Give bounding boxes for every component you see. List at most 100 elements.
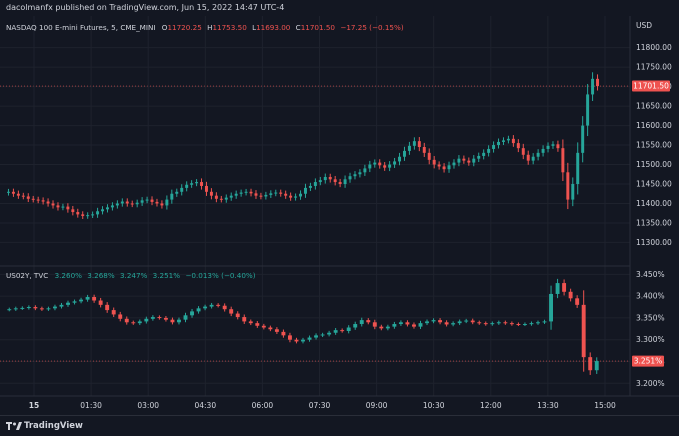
us02y-candle <box>170 317 175 325</box>
us02y-candle <box>229 306 234 317</box>
us02y-candle <box>522 322 527 327</box>
nasdaq-candle <box>115 200 119 209</box>
published-header: dacolmanfx published on TradingView.com,… <box>0 0 679 16</box>
us02y-candle <box>490 321 495 326</box>
us02y-candle <box>196 306 201 314</box>
time-tick-label: 09:00 <box>366 401 388 410</box>
us02y-close: 3.251% <box>153 271 181 280</box>
nasdaq-candle <box>21 192 25 200</box>
us02y-candle <box>438 318 443 325</box>
us02y-candle <box>92 294 97 303</box>
us02y-open: 3.260% <box>55 271 83 280</box>
time-tick-label: 01:30 <box>80 401 102 410</box>
nasdaq-candle <box>254 190 258 199</box>
us02y-candle <box>203 304 208 311</box>
nasdaq-candle <box>516 139 520 153</box>
us02y-candle <box>333 328 338 335</box>
time-axis[interactable]: 15 01:30 03:00 04:30 06:00 07:30 09:00 10:30 12:… <box>29 401 616 410</box>
us02y-candle <box>392 321 397 329</box>
nasdaq-candle <box>462 155 466 164</box>
nasdaq-candle <box>318 176 322 186</box>
us02y-candle <box>255 321 260 328</box>
nasdaq-candle <box>165 195 169 210</box>
us02y-candle <box>366 318 371 325</box>
us02y-candle <box>294 337 299 344</box>
nasdaq-candle <box>284 190 288 199</box>
nasdaq-candle <box>526 150 530 165</box>
nasdaq-candle <box>214 192 218 203</box>
us02y-candle <box>503 320 508 325</box>
us02y-last-price-tag: 3.251% <box>632 355 664 367</box>
price-tick-label: 3.400% <box>636 292 665 301</box>
nasdaq-candle <box>91 211 95 219</box>
us02y-high: 3.268% <box>87 271 115 280</box>
nasdaq-candle <box>279 189 283 197</box>
nasdaq-candle <box>501 137 505 145</box>
time-tick-label: 06:00 <box>252 401 274 410</box>
us02y-candle <box>72 299 77 305</box>
us02y-candle <box>46 306 51 311</box>
us02y-candle <box>470 318 475 325</box>
time-tick-label: 12:00 <box>480 401 502 410</box>
us02y-candle <box>464 318 469 324</box>
nasdaq-candle <box>467 157 471 166</box>
us02y-candle <box>66 300 70 307</box>
published-text: dacolmanfx published on TradingView.com,… <box>6 3 285 12</box>
time-tick-label: 15:00 <box>594 401 616 410</box>
nasdaq-candle <box>398 152 402 166</box>
nasdaq-candle <box>170 189 174 204</box>
nasdaq-candle <box>125 198 129 207</box>
price-tick-label: 3.450% <box>636 270 665 279</box>
us02y-candle <box>59 302 64 309</box>
nasdaq-candle <box>224 194 228 203</box>
price-tick-label: 11300.00 <box>636 238 672 247</box>
nasdaq-candle <box>155 198 159 207</box>
us02y-candle <box>79 297 84 304</box>
nasdaq-candle <box>393 157 397 168</box>
us02y-candle <box>385 324 390 331</box>
us02y-price-axis[interactable]: 3.450%3.400%3.350%3.300%3.250%3.200% <box>636 270 665 388</box>
nasdaq-candle <box>412 137 416 150</box>
us02y-candle <box>7 307 12 312</box>
nasdaq-candle <box>373 159 377 168</box>
us02y-candle <box>483 321 488 326</box>
currency-label: USD <box>636 21 652 30</box>
nasdaq-candle <box>492 141 496 153</box>
nasdaq-candle <box>328 173 332 183</box>
nasdaq-candle <box>566 162 570 210</box>
us02y-candle <box>274 327 279 334</box>
price-tick-label: 11800.00 <box>636 43 672 52</box>
nasdaq-candle <box>442 163 446 173</box>
us02y-candle <box>379 324 384 331</box>
time-tick-label: 15 <box>29 401 39 410</box>
nasdaq-candle <box>472 155 476 167</box>
nasdaq-change: −17.25 (−0.15%) <box>340 23 404 32</box>
nasdaq-price-axis[interactable]: 11800.0011750.0011700.0011650.0011600.00… <box>636 43 672 247</box>
us02y-candle <box>33 305 38 311</box>
us02y-candle <box>216 303 221 308</box>
us02y-candle <box>26 305 31 310</box>
price-tick-label: 11400.00 <box>636 199 672 208</box>
us02y-candle <box>444 320 449 327</box>
nasdaq-candle <box>185 181 189 192</box>
us02y-candle <box>98 297 103 308</box>
us02y-candle <box>157 315 162 320</box>
nasdaq-candle <box>244 188 248 196</box>
chart-canvas[interactable]: 11800.0011750.0011700.0011650.0011600.00… <box>0 0 679 415</box>
tradingview-logo-icon <box>6 422 22 430</box>
nasdaq-high: 11753.50 <box>212 23 247 32</box>
us02y-legend: US02Y, TVC 3.260% 3.268% 3.247% 3.251% −… <box>6 271 256 280</box>
nasdaq-candle <box>86 212 90 219</box>
nasdaq-candle <box>333 175 337 186</box>
us02y-candle <box>13 306 18 311</box>
time-tick-label: 07:30 <box>309 401 331 410</box>
nasdaq-candle <box>135 199 139 208</box>
nasdaq-candle <box>145 196 149 204</box>
us02y-candle <box>425 319 429 326</box>
nasdaq-title: NASDAQ 100 E-mini Futures, 5, CME_MINI <box>6 23 156 32</box>
nasdaq-candle <box>76 208 80 218</box>
us02y-candle <box>105 302 110 313</box>
us02y-candle <box>314 333 319 340</box>
us02y-candle <box>568 288 573 302</box>
us02y-candle <box>542 319 547 324</box>
